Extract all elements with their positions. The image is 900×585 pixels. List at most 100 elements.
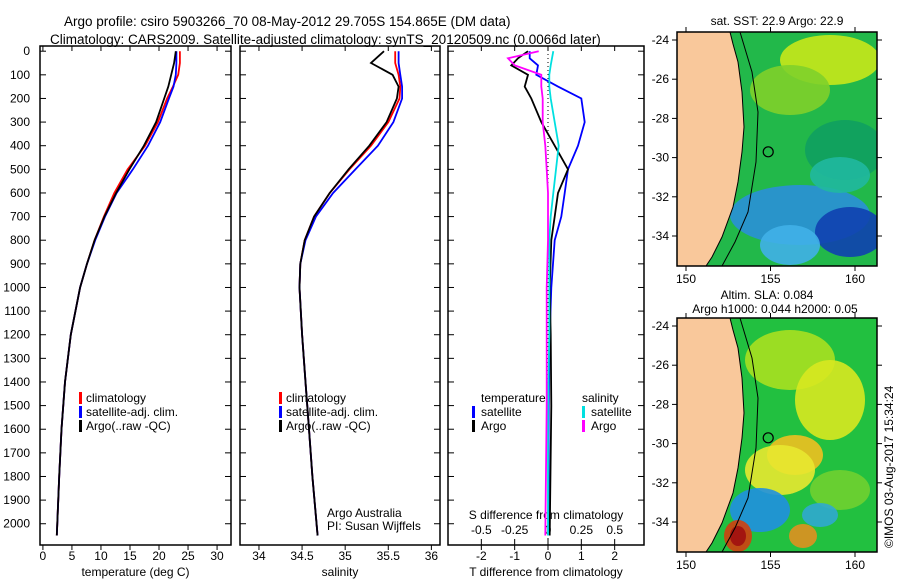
series-temperature-satellite [528, 51, 586, 536]
series-temperature-argo [509, 50, 570, 536]
y-tick-label: 1900 [3, 493, 30, 507]
map-title: Altim. SLA: 0.084 [721, 288, 814, 302]
y-tick-label: 300 [10, 115, 30, 129]
legend-swatch [279, 420, 282, 432]
legend-group-title: salinity [582, 391, 619, 405]
plot-frame [447, 45, 645, 546]
x-tick-label: 30 [210, 549, 224, 563]
legend-swatch [79, 392, 82, 404]
y-tick-label: 1700 [3, 446, 30, 460]
y-tick-label: 0 [23, 44, 30, 58]
plot-frame [39, 45, 232, 546]
title-line-2: Climatology: CARS2009. Satellite-adjuste… [50, 32, 601, 47]
lat-tick-label: -34 [652, 229, 670, 243]
legend-swatch [472, 420, 475, 432]
legend-label: satellite-adj. clim. [86, 405, 178, 419]
legend-label: Argo [481, 419, 507, 433]
legend-swatch [582, 406, 585, 418]
isobath-line [721, 318, 759, 552]
x-tick-label: 0 [545, 549, 552, 563]
lat-tick-label: -26 [652, 358, 670, 372]
ocean-color-patch [810, 157, 870, 193]
land-mass [677, 32, 745, 266]
lon-tick-label: 155 [760, 558, 780, 572]
series-satellite-adj-clim- [55, 51, 178, 536]
legend-group-title: temperature [481, 391, 546, 405]
ocean-color-patch [730, 526, 746, 546]
legend-label: satellite [591, 405, 632, 419]
lat-tick-label: -34 [652, 515, 670, 529]
legend-label: Argo [591, 419, 617, 433]
y-tick-label: 200 [10, 91, 30, 105]
lon-tick-label: 150 [676, 272, 696, 286]
x-tick-label: 36 [425, 549, 439, 563]
ocean-color-patch [750, 65, 830, 115]
y-tick-label: 1500 [3, 399, 30, 413]
lon-tick-label: 150 [676, 558, 696, 572]
map-title: sat. SST: 22.9 Argo: 22.9 [711, 14, 844, 28]
x-axis-label: salinity [322, 565, 359, 579]
x-tick-label: 15 [123, 549, 137, 563]
legend-label: Argo(..raw -QC) [286, 419, 371, 433]
x-tick-label: 2 [611, 549, 618, 563]
y-tick-label: 1800 [3, 469, 30, 483]
ocean-color-patch [789, 524, 817, 548]
ocean-color-patch [730, 488, 790, 532]
y-tick-label: 1100 [4, 304, 30, 318]
lat-tick-label: -24 [652, 33, 670, 47]
ocean-color-patch [810, 470, 870, 510]
panel-difference: -2 -1 0 1 2 T difference from climatology -0.5… [447, 45, 645, 579]
ocean-color-patch [802, 503, 838, 527]
credit-text: ©IMOS 03-Aug-2017 15:34:24 [882, 385, 896, 548]
series-argo-raw-qc- [298, 50, 400, 536]
legend-label: Argo(..raw -QC) [86, 419, 171, 433]
x-tick-label: 0 [40, 549, 47, 563]
panel-salinity: 34 34.5 35 35.5 36 salinity climatologysatelli… [239, 45, 441, 579]
y-tick-label: 600 [10, 186, 30, 200]
map-frame [676, 317, 878, 553]
x2-tick-label: 0.25 [570, 523, 594, 537]
y-tick-label: 1300 [3, 351, 30, 365]
title-line-1: Argo profile: csiro 5903266_70 08-May-20… [64, 14, 511, 29]
series-climatology [55, 51, 181, 536]
lat-tick-label: -24 [652, 319, 670, 333]
lon-tick-label: 160 [845, 558, 865, 572]
legend-label: satellite [481, 405, 522, 419]
map-sla: 150 155 160 -24 -26 -28 -30 -32 -34 Altim. SLA: 0… [652, 288, 882, 572]
ocean-color-patch [795, 360, 865, 440]
lon-tick-label: 160 [845, 272, 865, 286]
series-salinity-satellite [547, 51, 560, 536]
legend-swatch [279, 406, 282, 418]
y-tick-label: 800 [10, 233, 30, 247]
map-frame [676, 31, 878, 267]
map-content [677, 318, 877, 552]
lat-tick-label: -26 [652, 72, 670, 86]
legend-swatch [79, 406, 82, 418]
annotation-text: Argo Australia [327, 506, 402, 520]
plot-frame [239, 45, 441, 546]
land-mass [677, 318, 745, 552]
y-tick-label: 1000 [3, 280, 30, 294]
y-tick-label: 100 [10, 68, 30, 82]
lat-tick-label: -28 [652, 111, 670, 125]
x-tick-label: 34.5 [290, 549, 314, 563]
lat-tick-label: -32 [652, 190, 670, 204]
legend-swatch [582, 420, 585, 432]
x-tick-label: -2 [476, 549, 487, 563]
x2-tick-label: -0.5 [471, 523, 492, 537]
ocean-color-patch [815, 207, 877, 257]
x-tick-label: 34 [252, 549, 266, 563]
lat-tick-label: -30 [652, 151, 670, 165]
x2-tick-label: -0.25 [501, 523, 529, 537]
profile-location-marker [762, 146, 774, 158]
x-tick-label: 35.5 [377, 549, 401, 563]
lat-tick-label: -30 [652, 437, 670, 451]
lat-tick-label: -32 [652, 476, 670, 490]
panel-temperature: 0100200300400500600700800900100011001200… [3, 44, 232, 579]
x-tick-label: 35 [338, 549, 352, 563]
y-tick-label: 500 [10, 162, 30, 176]
x-tick-label: -1 [509, 549, 520, 563]
legend-label: satellite-adj. clim. [286, 405, 378, 419]
y-tick-label: 1400 [3, 375, 30, 389]
